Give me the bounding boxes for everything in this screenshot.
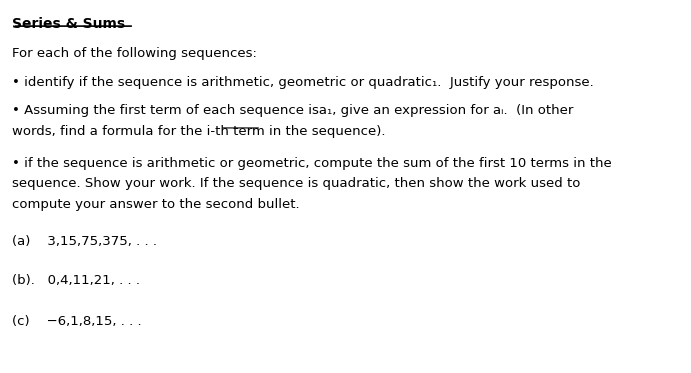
Text: For each of the following sequences:: For each of the following sequences: (12, 47, 257, 60)
Text: compute your answer to the second bullet.: compute your answer to the second bullet… (12, 198, 300, 211)
Text: • Assuming the first term of each sequence isa₁, give an expression for aᵢ.  (In: • Assuming the first term of each sequen… (12, 104, 574, 117)
Text: Series & Sums: Series & Sums (12, 17, 126, 31)
Text: • identify if the sequence is arithmetic, geometric or quadratic₁.  Justify your: • identify if the sequence is arithmetic… (12, 76, 594, 90)
Text: sequence. Show your work. If the sequence is quadratic, then show the work used : sequence. Show your work. If the sequenc… (12, 177, 581, 190)
Text: • if the sequence is arithmetic or geometric, compute the sum of the first 10 te: • if the sequence is arithmetic or geome… (12, 157, 612, 170)
Text: (c)    −6,1,8,15, . . .: (c) −6,1,8,15, . . . (12, 315, 142, 328)
Text: (b).   0,4,11,21, . . .: (b). 0,4,11,21, . . . (12, 274, 140, 287)
Text: words, find a formula for the i-th term in the sequence).: words, find a formula for the i-th term … (12, 125, 386, 138)
Text: (a)    3,15,75,375, . . .: (a) 3,15,75,375, . . . (12, 235, 158, 248)
